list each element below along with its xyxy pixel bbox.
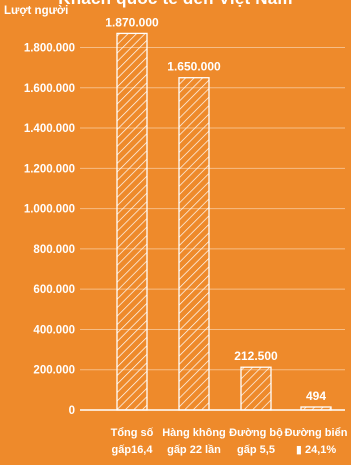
bar	[178, 77, 210, 411]
y-tick-label: 200.000	[33, 365, 75, 377]
y-tick-label: 800.000	[33, 244, 75, 256]
y-axis-unit-label: Lượt người	[4, 5, 69, 17]
category-label: Đường bộ	[229, 427, 283, 439]
bars	[116, 32, 332, 411]
category-label: Đường biển	[285, 427, 348, 439]
y-tick-label: 600.000	[33, 284, 75, 296]
value-label: 1.650.000	[167, 60, 221, 74]
y-tick-label: 400.000	[33, 324, 75, 336]
category-label: ▮ 24,1%	[296, 444, 337, 456]
bar	[116, 32, 148, 411]
category-label: gấp16,4	[112, 444, 154, 456]
category-labels: Tổng số gấp16,4 Hàng không gấp 22 lần Đường …	[111, 427, 348, 456]
value-label: 1.870.000	[105, 15, 159, 29]
y-tick-label: 1.000.000	[24, 204, 75, 216]
y-axis-ticks: 0 200.000 400.000 600.000 800.000 1.000.000 1.…	[24, 43, 75, 418]
chart-title: Khách quốc tế đến Việt Nam	[0, 0, 351, 9]
category-label: Hàng không	[162, 427, 226, 439]
y-tick-label: 1.400.000	[24, 123, 75, 135]
y-tick-label: 1.600.000	[24, 83, 75, 95]
y-tick-label: 1.200.000	[24, 163, 75, 175]
value-labels: 1.870.000 1.650.000 212.500 494	[105, 15, 326, 403]
category-label: gấp 22 lần	[167, 444, 221, 456]
category-label: Tổng số	[111, 427, 154, 439]
bar	[240, 366, 272, 411]
value-label: 494	[306, 389, 326, 403]
value-label: 212.500	[234, 349, 278, 363]
y-tick-label: 1.800.000	[24, 43, 75, 55]
category-label: gấp 5,5	[237, 444, 275, 456]
y-tick-label: 0	[69, 405, 75, 417]
bar	[300, 406, 332, 411]
